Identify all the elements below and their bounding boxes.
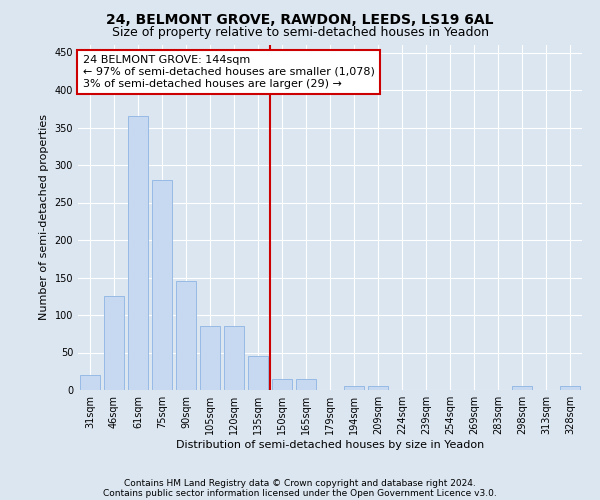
Text: Contains HM Land Registry data © Crown copyright and database right 2024.: Contains HM Land Registry data © Crown c… <box>124 478 476 488</box>
Bar <box>560 386 580 390</box>
Bar <box>272 379 292 390</box>
X-axis label: Distribution of semi-detached houses by size in Yeadon: Distribution of semi-detached houses by … <box>176 440 484 450</box>
Y-axis label: Number of semi-detached properties: Number of semi-detached properties <box>39 114 49 320</box>
Text: Contains public sector information licensed under the Open Government Licence v3: Contains public sector information licen… <box>103 488 497 498</box>
Bar <box>80 375 100 390</box>
Bar <box>224 326 244 390</box>
Text: Size of property relative to semi-detached houses in Yeadon: Size of property relative to semi-detach… <box>112 26 488 39</box>
Text: 24 BELMONT GROVE: 144sqm
← 97% of semi-detached houses are smaller (1,078)
3% of: 24 BELMONT GROVE: 144sqm ← 97% of semi-d… <box>83 56 375 88</box>
Bar <box>200 326 220 390</box>
Bar <box>152 180 172 390</box>
Bar <box>368 386 388 390</box>
Bar <box>128 116 148 390</box>
Bar <box>176 281 196 390</box>
Bar <box>296 379 316 390</box>
Text: 24, BELMONT GROVE, RAWDON, LEEDS, LS19 6AL: 24, BELMONT GROVE, RAWDON, LEEDS, LS19 6… <box>106 12 494 26</box>
Bar <box>512 386 532 390</box>
Bar <box>104 296 124 390</box>
Bar <box>248 356 268 390</box>
Bar <box>344 386 364 390</box>
